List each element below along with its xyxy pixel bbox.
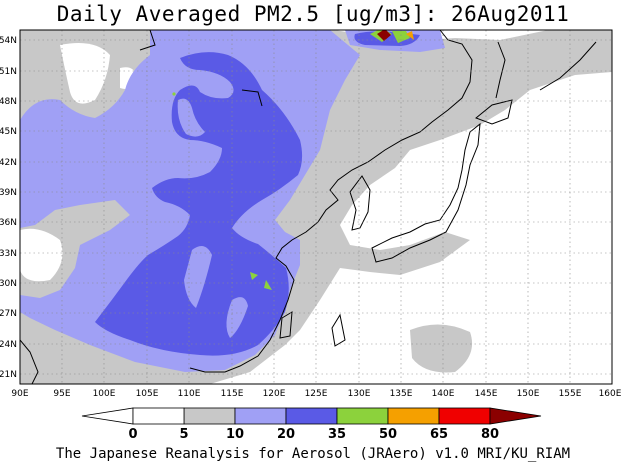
lon-tick-label: 150E [517,389,540,399]
colorbar-label: 50 [379,427,397,442]
map-title: Daily Averaged PM2.5 [ug/m3]: 26Aug2011 [56,2,570,26]
lon-tick-label: 105E [136,389,159,399]
lon-tick-label: 130E [348,389,371,399]
lat-tick-label: 48N [0,97,17,107]
lat-axis: 21N 24N 27N 30N 33N 36N 39N 42N 45N 48N … [0,36,17,380]
colorbar-swatch-35-50 [336,407,389,425]
lat-tick-label: 30N [0,279,17,289]
colorbar-label: 20 [277,427,295,442]
lon-tick-label: 160E [599,389,622,399]
lat-tick-label: 33N [0,249,17,259]
credit-line: The Japanese Reanalysis for Aerosol (JRA… [55,446,571,462]
colorbar-swatch-20-35 [285,407,338,425]
lat-tick-label: 39N [0,188,17,198]
lon-tick-label: 145E [475,389,498,399]
colorbar-label: 80 [481,427,499,442]
lat-tick-label: 24N [0,340,17,350]
colorbar-swatch-0-5 [132,407,185,425]
lon-tick-label: 140E [432,389,455,399]
colorbar-swatch-65-80 [438,407,491,425]
colorbar-swatch-white-arrow [81,407,134,425]
lat-tick-label: 42N [0,158,17,168]
lon-tick-label: 155E [559,389,582,399]
lon-axis: 90E 95E 100E 105E 110E 115E 120E 125E 13… [11,389,621,399]
lat-tick-label: 51N [0,67,17,77]
lat-tick-label: 21N [0,370,17,380]
lat-tick-label: 36N [0,218,17,228]
colorbar-label: 0 [128,427,137,442]
colorbar-swatch-over-arrow [489,407,542,425]
lon-tick-label: 135E [390,389,413,399]
lon-tick-label: 95E [53,389,70,399]
lat-tick-label: 45N [0,127,17,137]
colorbar: 0 5 10 20 35 50 65 80 [81,407,542,442]
map-frame [19,29,613,385]
lon-tick-label: 115E [221,389,244,399]
lon-tick-label: 125E [305,389,328,399]
map-area [20,30,612,384]
pm25-hotspots [172,30,414,290]
colorbar-swatch-50-65 [387,407,440,425]
lat-tick-label: 54N [0,36,17,46]
lat-tick-label: 27N [0,309,17,319]
lon-tick-label: 90E [11,389,28,399]
lat-lon-grid [20,30,612,384]
colorbar-label: 10 [226,427,244,442]
lon-tick-label: 100E [93,389,116,399]
lon-tick-label: 110E [178,389,201,399]
colorbar-label: 35 [328,427,346,442]
colorbar-label: 65 [430,427,448,442]
colorbar-swatch-5-10 [183,407,236,425]
colorbar-swatch-10-20 [234,407,287,425]
lon-tick-label: 120E [263,389,286,399]
coastlines [20,30,597,384]
colorbar-label: 5 [179,427,188,442]
